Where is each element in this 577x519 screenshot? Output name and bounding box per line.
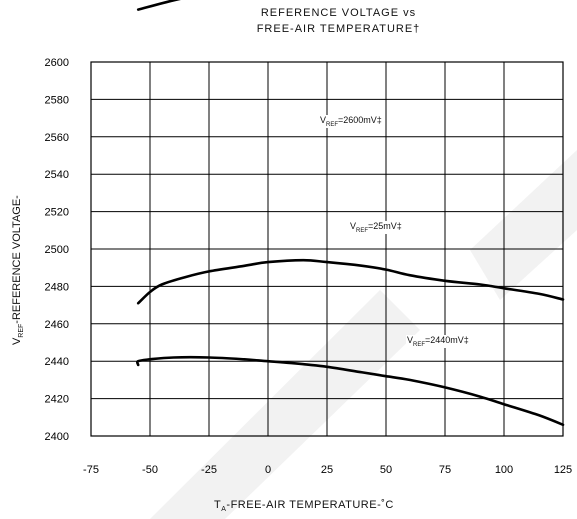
y-tick-label: 2460: [45, 319, 69, 331]
x-tick-label: 125: [554, 464, 572, 476]
chart-subtitle: FREE-AIR TEMPERATURE†: [256, 23, 421, 35]
x-axis-label: TA-FREE-AIR TEMPERATURE-˚C: [214, 499, 394, 514]
y-tick-label: 2560: [45, 132, 69, 144]
x-tick-label: 100: [495, 464, 513, 476]
y-tick-label: 2580: [45, 94, 69, 106]
y-tick-label: 2420: [45, 394, 69, 406]
y-tick-label: 2480: [45, 281, 69, 293]
y-axis-label: VREF-REFERENCE VOLTAGE-: [10, 195, 26, 346]
plot-frame: [90, 61, 564, 437]
chart-title: REFERENCE VOLTAGE vs: [260, 7, 417, 19]
x-tick-label: 50: [380, 464, 392, 476]
x-tick-label: 75: [439, 464, 451, 476]
watermark-stroke: [150, 150, 577, 519]
y-tick-label: 2400: [45, 431, 69, 443]
series-lines: [136, 0, 565, 427]
series-label-vref-2440: VREF=2440mV‡: [406, 335, 470, 348]
series-label-vref-2600: VREF=2600mV‡: [319, 115, 383, 128]
x-tick-label: 0: [265, 464, 271, 476]
series-label-vref-25: VREF=25mV‡: [349, 221, 403, 234]
y-tick-label: 2500: [45, 244, 69, 256]
series-line-1: [136, 258, 565, 305]
series-line-2: [136, 355, 565, 427]
x-tick-label: -75: [83, 464, 99, 476]
x-tick-label: -25: [201, 464, 217, 476]
x-tick-labels: -75 -50 -25 0 25 50 75 100 125: [83, 464, 572, 476]
y-tick-label: 2600: [45, 57, 69, 69]
y-tick-label: 2440: [45, 356, 69, 368]
y-tick-label: 2520: [45, 207, 69, 219]
x-tick-label: 25: [321, 464, 333, 476]
x-tick-label: -50: [142, 464, 158, 476]
y-tick-labels: 2400 2420 2440 2460 2480 2500 2520 2540 2560 2580…: [45, 57, 69, 443]
y-tick-label: 2540: [45, 169, 69, 181]
